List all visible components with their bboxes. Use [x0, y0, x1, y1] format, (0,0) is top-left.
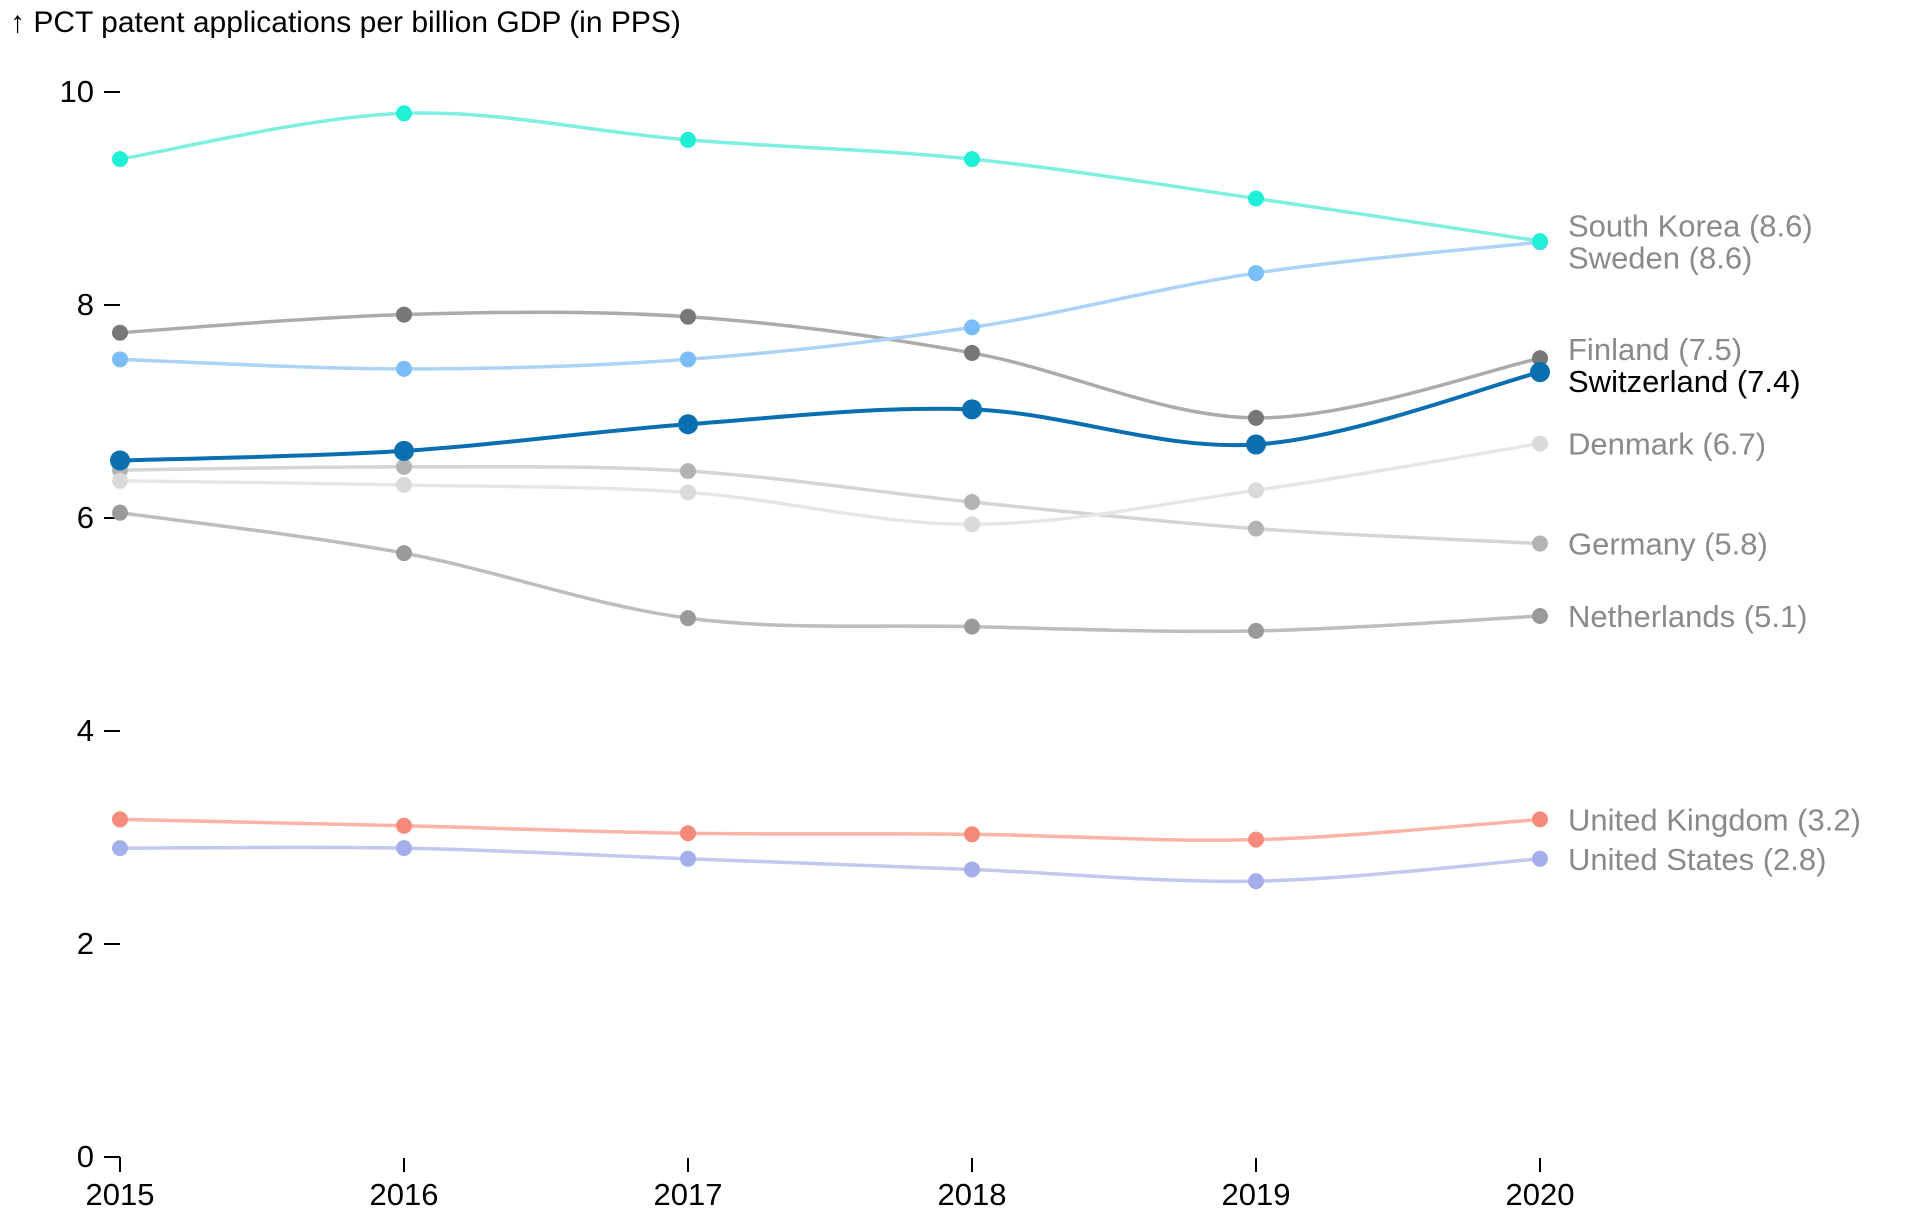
data-point-united-states — [396, 840, 412, 856]
data-point-sweden — [1248, 265, 1264, 281]
data-point-germany — [1248, 521, 1264, 537]
series-united-states — [112, 840, 1548, 889]
data-point-sweden — [396, 361, 412, 377]
data-point-denmark — [680, 484, 696, 500]
x-tick-label: 2016 — [370, 1177, 439, 1212]
data-point-united-kingdom — [112, 811, 128, 827]
data-point-netherlands — [964, 619, 980, 635]
data-point-united-states — [112, 840, 128, 856]
x-tick-label: 2015 — [86, 1177, 155, 1212]
data-point-south-korea — [964, 151, 980, 167]
x-tick-label: 2018 — [938, 1177, 1007, 1212]
series-germany — [112, 459, 1548, 552]
x-tick-label: 2019 — [1222, 1177, 1291, 1212]
data-point-united-kingdom — [396, 818, 412, 834]
data-point-denmark — [396, 477, 412, 493]
x-axis: 2015 2016 2017 2018 2019 2020 — [86, 1158, 1575, 1212]
data-point-united-kingdom — [964, 826, 980, 842]
x-tick-label: 2017 — [654, 1177, 723, 1212]
data-point-united-states — [964, 861, 980, 877]
data-point-united-states — [1532, 851, 1548, 867]
data-point-netherlands — [112, 505, 128, 521]
data-point-switzerland — [1530, 362, 1550, 382]
data-point-switzerland — [678, 414, 698, 434]
y-axis-title: ↑ PCT patent applications per billion GD… — [10, 6, 681, 39]
data-point-switzerland — [962, 399, 982, 419]
series-line-south-korea — [120, 113, 1540, 241]
data-point-finland — [1248, 410, 1264, 426]
data-point-netherlands — [396, 545, 412, 561]
data-point-germany — [964, 494, 980, 510]
end-label-sweden: Sweden (8.6) — [1568, 241, 1752, 276]
data-point-finland — [964, 345, 980, 361]
data-point-south-korea — [1532, 233, 1548, 249]
data-point-denmark — [1532, 435, 1548, 451]
data-point-netherlands — [680, 610, 696, 626]
end-label-united-kingdom: United Kingdom (3.2) — [1568, 802, 1861, 837]
y-axis: 0 2 4 6 8 10 — [60, 74, 120, 1174]
end-label-united-states: United States (2.8) — [1568, 842, 1826, 877]
data-point-switzerland — [1246, 435, 1266, 455]
y-tick-label: 10 — [60, 74, 94, 109]
data-point-sweden — [680, 351, 696, 367]
data-point-united-kingdom — [680, 825, 696, 841]
series-united-kingdom — [112, 811, 1548, 847]
data-point-switzerland — [110, 450, 130, 470]
y-tick-label: 8 — [77, 287, 94, 322]
data-point-united-states — [1248, 873, 1264, 889]
data-point-finland — [680, 309, 696, 325]
data-point-germany — [680, 463, 696, 479]
end-labels: South Korea (8.6)Sweden (8.6) Finland (7.… — [1568, 209, 1861, 877]
data-point-switzerland — [394, 441, 414, 461]
series-line-united-states — [120, 847, 1540, 881]
data-point-south-korea — [1248, 191, 1264, 207]
data-point-united-states — [680, 851, 696, 867]
data-point-germany — [396, 459, 412, 475]
data-point-finland — [396, 307, 412, 323]
y-tick-label: 2 — [77, 926, 94, 961]
series-line-united-kingdom — [120, 819, 1540, 840]
series-line-finland — [120, 312, 1540, 418]
data-point-south-korea — [396, 105, 412, 121]
series-switzerland — [110, 362, 1550, 470]
data-point-united-kingdom — [1532, 811, 1548, 827]
y-tick-label: 6 — [77, 500, 94, 535]
end-label-denmark: Denmark (6.7) — [1568, 426, 1766, 461]
series-line-sweden — [120, 242, 1540, 369]
series-netherlands — [112, 505, 1548, 639]
data-point-netherlands — [1532, 608, 1548, 624]
data-point-denmark — [112, 473, 128, 489]
data-point-south-korea — [680, 132, 696, 148]
data-point-germany — [1532, 536, 1548, 552]
y-tick-label: 4 — [77, 713, 94, 748]
data-point-denmark — [964, 516, 980, 532]
data-point-denmark — [1248, 482, 1264, 498]
y-tick-label: 0 — [77, 1139, 94, 1174]
end-label-germany: Germany (5.8) — [1568, 527, 1768, 562]
data-point-sweden — [112, 351, 128, 367]
data-point-netherlands — [1248, 623, 1264, 639]
series-south-korea — [112, 105, 1548, 249]
data-point-finland — [112, 325, 128, 341]
data-point-south-korea — [112, 151, 128, 167]
series-line-switzerland — [120, 372, 1540, 460]
series-group — [110, 105, 1550, 889]
series-sweden — [112, 234, 1548, 377]
end-label-switzerland: Switzerland (7.4) — [1568, 364, 1801, 399]
series-line-netherlands — [120, 513, 1540, 632]
end-label-finland: Finland (7.5) — [1568, 332, 1742, 367]
data-point-sweden — [964, 319, 980, 335]
x-tick-label: 2020 — [1506, 1177, 1575, 1212]
end-label-south-korea: South Korea (8.6) — [1568, 209, 1813, 244]
data-point-united-kingdom — [1248, 832, 1264, 848]
end-label-netherlands: Netherlands (5.1) — [1568, 599, 1808, 634]
